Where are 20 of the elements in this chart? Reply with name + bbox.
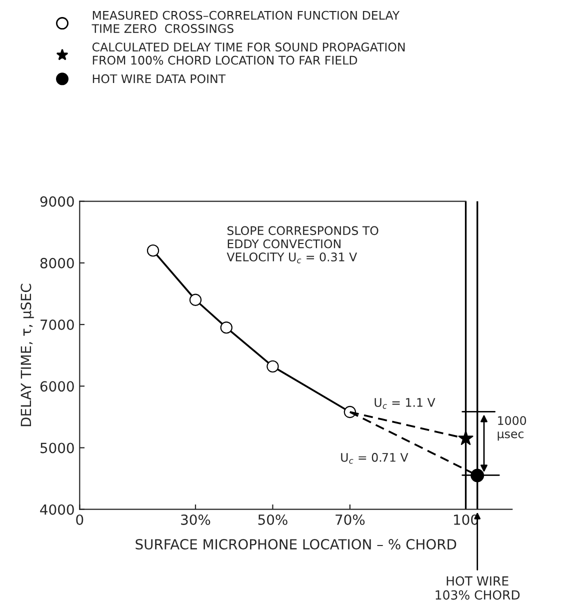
annotation: U$_{c}$ = 1.1 V [374,398,436,409]
y-tick-label: 8000 [40,258,74,268]
legend-label: MEASURED CROSS–CORRELATION FUNCTION DELAY TIME ZERO CROSSINGS [92,10,400,33]
x-tick-label: 70% [336,514,365,525]
legend-label: HOT WIRE DATA POINT [92,74,226,84]
y-tick-label: 9000 [40,196,74,207]
annotation: U$_{c}$ = 0.71 V [341,452,408,464]
annotation: 1000 μsec [498,416,526,441]
annotation: SLOPE CORRESPONDS TO EDDY CONVECTION VELOCITY U$_{c}$ = 0.31 V [226,226,378,264]
legend-label: CALCULATED DELAY TIME FOR SOUND PROPAGATION FROM 100% CHORD LOCATION TO FAR FIELD [92,42,405,65]
y-tick-label: 6000 [40,381,74,392]
ref-line-label: HOT WIRE 103% CHORD [436,576,520,600]
x-axis-title: SURFACE MICROPHONE LOCATION – % CHORD [136,539,456,550]
x-tick-label: 0 [76,514,84,525]
y-axis-title: DELAY TIME, τ, μSEC [20,284,34,426]
y-tick-label: 5000 [40,442,74,454]
y-tick-label: 7000 [40,319,74,330]
y-tick-label: 4000 [40,504,74,515]
x-tick-label: 50% [258,514,288,525]
x-tick-label: 30% [181,514,210,525]
